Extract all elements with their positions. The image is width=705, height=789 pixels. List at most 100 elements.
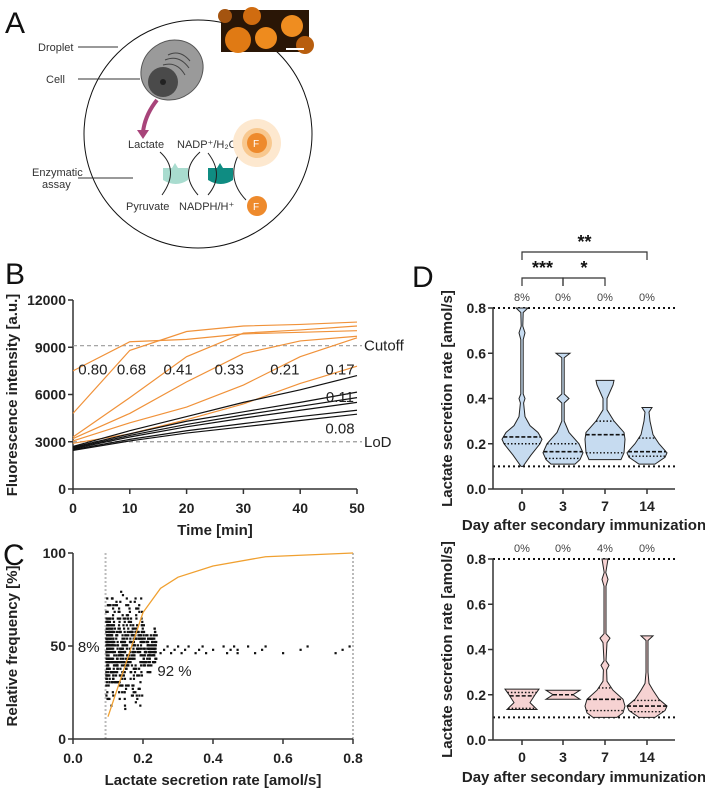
data-point — [139, 654, 142, 657]
data-point — [122, 640, 125, 644]
x-tick-label: 14 — [639, 749, 655, 765]
data-point — [107, 624, 111, 627]
data-point — [348, 645, 351, 648]
data-point — [166, 645, 169, 648]
data-point — [123, 691, 126, 694]
data-point — [110, 660, 113, 664]
data-point — [136, 624, 139, 627]
data-point — [129, 657, 132, 660]
data-point — [148, 660, 151, 664]
data-point — [107, 650, 110, 654]
data-point — [125, 644, 128, 647]
data-point — [139, 704, 142, 707]
data-point — [129, 677, 132, 680]
data-point — [118, 620, 121, 624]
rate-label: 0.33 — [215, 362, 244, 379]
x-axis-title: Lactate secretion rate [amol/s] — [105, 772, 322, 789]
data-point — [123, 704, 127, 707]
data-point — [106, 691, 109, 694]
panel-a-schematic: Droplet Cell Enzymatic assay Lactate Pyr… — [32, 7, 314, 249]
y-axis-title: Lactate secretion rate [amol/s] — [439, 541, 456, 758]
data-point — [132, 667, 135, 670]
data-point — [106, 610, 109, 613]
data-point — [121, 637, 124, 640]
data-point — [112, 681, 115, 684]
data-point — [113, 644, 117, 647]
data-point — [108, 657, 111, 660]
data-point — [105, 620, 108, 624]
fluorophore-bright-label: F — [253, 139, 259, 150]
x-tick-label: 7 — [601, 749, 609, 765]
x-tick-label: 0.8 — [343, 750, 363, 766]
data-point — [121, 660, 124, 664]
data-point — [118, 697, 121, 701]
data-point — [111, 597, 114, 600]
data-point — [140, 637, 143, 640]
droplet-label: Droplet — [38, 42, 73, 54]
data-point — [134, 691, 137, 694]
data-point — [130, 654, 133, 657]
data-point — [122, 624, 125, 627]
data-point — [123, 640, 127, 644]
data-point — [132, 644, 135, 647]
data-point — [120, 664, 123, 667]
data-point — [126, 630, 129, 634]
data-point — [148, 654, 151, 657]
droplet-circle — [83, 19, 313, 249]
data-point — [142, 624, 145, 627]
data-point — [129, 640, 132, 644]
data-point — [170, 652, 173, 655]
data-point — [135, 637, 138, 640]
data-point — [139, 644, 143, 647]
data-point — [133, 600, 136, 603]
data-point — [123, 671, 126, 674]
y-tick-label: 0.4 — [467, 391, 487, 407]
data-point — [133, 671, 137, 674]
violin-14 — [626, 407, 668, 465]
data-point — [127, 627, 130, 630]
data-point — [118, 610, 121, 613]
data-point — [142, 630, 146, 634]
cumulative-line — [107, 552, 354, 717]
data-point — [119, 630, 122, 634]
series-line — [72, 325, 358, 438]
data-point — [141, 624, 144, 627]
data-point — [111, 644, 114, 647]
data-point — [134, 650, 137, 654]
data-point — [146, 647, 149, 650]
data-point — [123, 677, 127, 680]
data-point — [114, 671, 117, 674]
data-point — [148, 637, 151, 640]
data-point — [135, 617, 138, 620]
data-point — [136, 674, 139, 677]
series-line — [72, 391, 358, 448]
data-point — [116, 647, 119, 650]
x-tick-label: 3 — [559, 498, 567, 514]
y-tick-label: 0.6 — [467, 345, 487, 361]
data-point — [123, 630, 126, 634]
data-point — [110, 647, 113, 650]
data-point — [130, 630, 133, 634]
data-point — [111, 671, 115, 674]
data-point — [111, 657, 114, 660]
data-point — [138, 647, 141, 650]
data-point — [113, 650, 117, 654]
data-point — [142, 637, 145, 640]
data-point — [142, 634, 145, 637]
data-point — [132, 691, 135, 694]
y-tick-label: 0.4 — [467, 642, 487, 658]
data-point — [299, 648, 302, 651]
data-point — [140, 671, 143, 674]
data-point — [114, 664, 117, 667]
x-tick-label: 40 — [292, 500, 308, 516]
data-point — [106, 674, 109, 677]
data-point — [106, 647, 109, 650]
y-tick-label: 6000 — [35, 387, 66, 403]
data-point — [111, 681, 114, 684]
rate-label: 0.68 — [117, 362, 146, 379]
data-point — [116, 617, 119, 620]
data-point — [121, 634, 124, 637]
data-point — [115, 660, 118, 664]
data-point — [139, 650, 142, 654]
data-point — [177, 645, 180, 648]
